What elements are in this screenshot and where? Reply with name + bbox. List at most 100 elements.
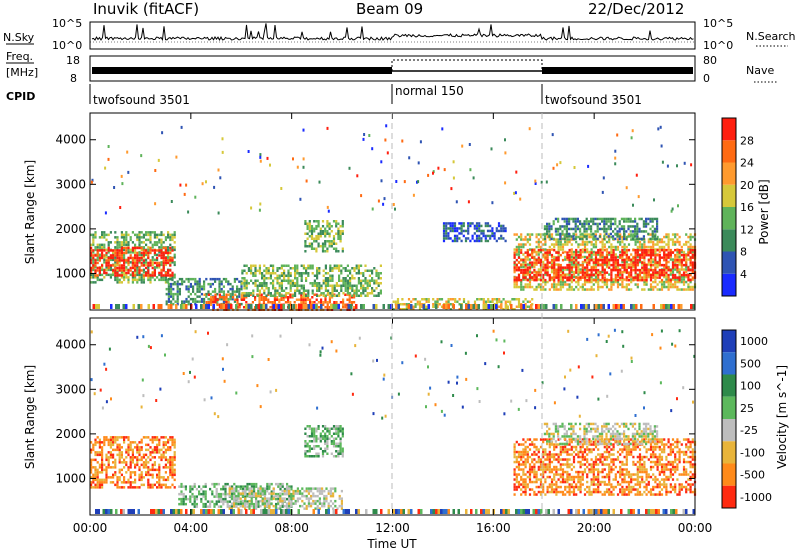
- power-cell: [166, 303, 168, 306]
- velocity-cell: [97, 469, 99, 472]
- power-scatter-cell: [303, 166, 305, 169]
- power-cell: [650, 274, 652, 277]
- power-cell: [626, 246, 628, 249]
- power-cell: [476, 230, 478, 233]
- velocity-cell: [189, 488, 191, 491]
- power-cell: [325, 295, 327, 298]
- velocity-cell: [194, 500, 196, 503]
- power-cell: [597, 281, 599, 284]
- power-cell: [566, 220, 568, 223]
- power-cell: [648, 249, 650, 252]
- power-cell: [177, 290, 179, 293]
- power-cell: [364, 277, 366, 280]
- power-cell: [158, 264, 160, 267]
- power-scatter-cell: [363, 138, 365, 141]
- power-cell: [99, 272, 101, 275]
- power-cell: [351, 301, 353, 304]
- power-cell: [525, 256, 527, 258]
- power-cell: [143, 234, 145, 237]
- power-scatter-cell: [297, 166, 299, 169]
- power-cell: [630, 269, 632, 272]
- power-cell: [621, 264, 623, 267]
- power-cell: [300, 296, 302, 299]
- power-cell: [443, 240, 445, 243]
- power-cell: [594, 238, 596, 241]
- power-cell: [599, 249, 601, 252]
- power-cell: [597, 230, 599, 233]
- power-cell: [480, 225, 482, 228]
- velocity-cell: [127, 454, 129, 457]
- power-cell: [263, 290, 265, 293]
- power-cell: [166, 280, 168, 283]
- power-cell: [639, 274, 641, 277]
- power-cell: [643, 246, 645, 249]
- power-cell: [174, 300, 176, 303]
- velocity-cell: [200, 488, 202, 491]
- power-cell: [663, 283, 665, 286]
- power-cell: [171, 249, 173, 252]
- power-cell: [627, 225, 629, 228]
- power-cell: [166, 288, 168, 291]
- power-cell: [309, 230, 311, 233]
- velocity-cell: [141, 439, 143, 442]
- power-cell: [212, 283, 214, 286]
- power-colorbar-label: Power [dB]: [757, 179, 771, 244]
- power-cell: [272, 272, 274, 275]
- power-scatter-cell: [368, 134, 370, 137]
- power-cell: [445, 301, 447, 304]
- power-cell: [676, 238, 678, 241]
- power-cell: [265, 295, 267, 298]
- power-cell: [395, 301, 397, 304]
- power-cell: [584, 271, 586, 274]
- power-cell: [169, 247, 171, 250]
- velocity-cell: [92, 459, 94, 462]
- power-cell: [331, 275, 333, 278]
- power-cell: [661, 249, 663, 252]
- power-cell: [628, 263, 630, 266]
- power-cell: [132, 267, 134, 270]
- power-cell: [97, 249, 99, 252]
- power-cell: [529, 258, 531, 261]
- velocity-cell: [171, 484, 173, 487]
- power-cell: [692, 246, 694, 249]
- velocity-cell: [112, 444, 114, 447]
- power-cell: [169, 274, 171, 277]
- velocity-cell: [123, 459, 125, 462]
- power-near-range-cell: [640, 304, 643, 309]
- power-cell: [94, 254, 96, 257]
- velocity-cell: [216, 483, 218, 486]
- power-cell: [325, 265, 327, 268]
- nsky-tick-low: 10^0: [52, 39, 82, 52]
- power-cell: [562, 251, 564, 254]
- power-cell: [138, 231, 140, 234]
- power-cell: [199, 280, 201, 283]
- power-cell: [566, 264, 568, 267]
- power-cell: [130, 269, 132, 272]
- power-cell: [169, 234, 171, 237]
- power-cell: [225, 296, 227, 299]
- power-cell: [323, 295, 325, 298]
- power-cell: [169, 252, 171, 255]
- power-cell: [553, 264, 555, 267]
- velocity-cell: [183, 500, 185, 503]
- power-cell: [606, 279, 608, 282]
- power-cell: [318, 282, 320, 285]
- power-cell: [290, 275, 292, 278]
- power-cell: [267, 301, 269, 304]
- power-cell: [514, 251, 516, 254]
- power-cell: [568, 235, 570, 238]
- power-cell: [268, 290, 270, 293]
- power-cell: [212, 299, 214, 302]
- power-cell: [659, 248, 661, 251]
- velocity-cell: [165, 459, 167, 462]
- power-cell: [617, 246, 619, 249]
- power-cell: [602, 264, 604, 267]
- power-scatter-cell: [632, 204, 634, 207]
- power-cell: [456, 235, 458, 238]
- power-cell: [234, 280, 236, 283]
- power-cell: [373, 267, 375, 270]
- power-cell: [568, 228, 570, 231]
- power-cell: [199, 278, 201, 281]
- velocity-cell: [171, 456, 173, 459]
- velocity-cell: [92, 446, 94, 449]
